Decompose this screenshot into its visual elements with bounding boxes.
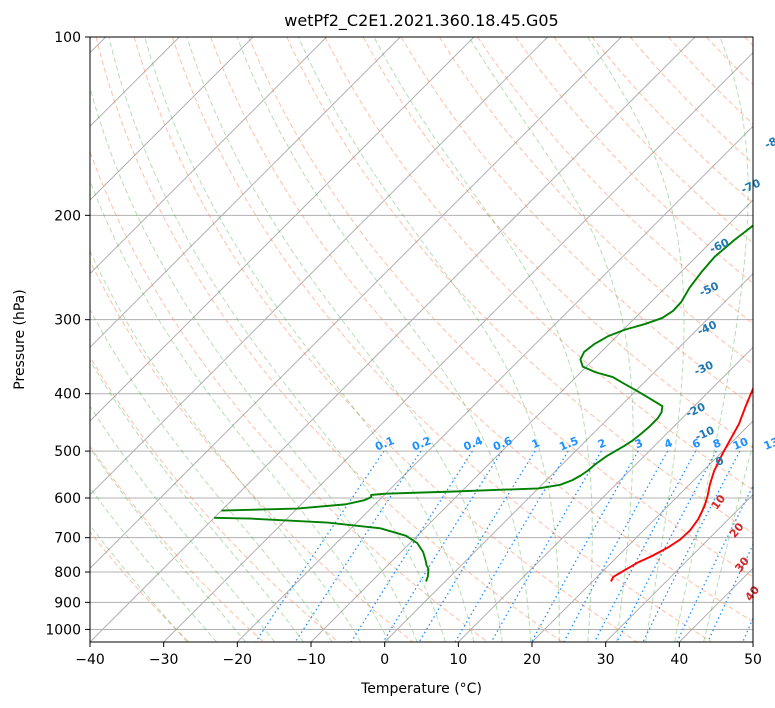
temperature-profile: [610, 386, 753, 582]
dry-adiabat: [324, 37, 753, 491]
mixing-ratio-line: [490, 450, 602, 642]
dry-adiabat: [95, 37, 563, 642]
dry-adiabat: [400, 37, 753, 407]
mixing-ratio-label: 3: [633, 436, 645, 451]
moist-adiabat: [703, 441, 753, 642]
moist-adiabat: [90, 179, 390, 642]
moist-adiabat: [236, 37, 532, 642]
mixing-ratio-label: 1: [530, 436, 542, 451]
y-tick-label: 500: [54, 444, 81, 460]
y-axis-title: Pressure (hPa): [12, 289, 28, 389]
x-axis-title: Temperature (°C): [360, 681, 482, 697]
dry-adiabat: [133, 37, 638, 642]
isobar-grid: [90, 37, 753, 630]
isotherm-line: [384, 272, 753, 642]
isotherm-line: [90, 37, 401, 349]
y-tick-label: 200: [54, 208, 81, 224]
moist-adiabat: [468, 37, 634, 642]
dry-adiabats: [90, 37, 753, 642]
dry-adiabat: [629, 37, 753, 165]
mixing-ratio-line: [454, 450, 569, 642]
isotherm-line: [90, 37, 696, 642]
x-tick-label: 0: [380, 652, 389, 668]
plot-area: [90, 37, 753, 642]
y-tick-label: 800: [54, 565, 81, 581]
mixing-ratio-label: 13: [762, 435, 775, 453]
dry-adiabat: [90, 150, 488, 642]
dry-adiabat: [171, 37, 712, 642]
dewpoint-profile: [214, 516, 430, 582]
mixing-ratio-line: [531, 450, 639, 642]
x-tick-label: 10: [449, 652, 467, 668]
dry-adiabat: [362, 37, 753, 449]
dry-adiabat: [248, 37, 753, 578]
moist-adiabat: [674, 37, 749, 642]
isotherm-line: [457, 346, 753, 642]
isotherm-grid: [90, 37, 753, 642]
isotherm-line: [90, 37, 475, 422]
x-tick-label: −10: [296, 652, 326, 668]
isotherm-line: [605, 493, 753, 642]
moist-adiabat: [587, 37, 685, 642]
dry-adiabat: [515, 37, 753, 284]
mixing-ratio-line: [418, 450, 536, 642]
y-tick-label: 1000: [45, 622, 81, 638]
y-tick-label: 400: [54, 387, 81, 403]
dewpoint-profile: [221, 224, 753, 512]
moist-adiabat: [90, 250, 361, 642]
isotherm-line: [90, 37, 549, 496]
x-tick-label: 30: [597, 652, 615, 668]
dry-adiabat: [90, 356, 339, 642]
series-layer: [214, 224, 753, 582]
isotherm-line: [90, 37, 254, 201]
y-axis-ticks: 100 200 300 400 500 600 700 800 900 1000: [45, 30, 90, 638]
moist-adiabat: [90, 308, 333, 642]
y-tick-label: 100: [54, 30, 81, 46]
dry-adiabat: [90, 445, 264, 642]
x-tick-label: 50: [744, 652, 762, 668]
isotherm-line: [236, 125, 753, 642]
dry-adiabat: [439, 37, 753, 366]
dry-adiabat: [553, 37, 753, 244]
x-tick-label: −40: [75, 652, 105, 668]
x-axis-ticks: −40 −30 −20 −10 0 10 20 30 40 50: [75, 642, 762, 668]
mixing-ratio-label: 2: [596, 436, 608, 451]
mixing-ratio-label: 8: [711, 436, 723, 451]
dry-adiabat: [90, 259, 414, 642]
isotherm-line: [90, 37, 328, 275]
moist-adiabat: [90, 447, 247, 642]
mixing-ratio-line: [382, 450, 503, 642]
isotherm-line: [163, 51, 753, 642]
isotherm-line: [531, 420, 753, 642]
y-tick-label: 600: [54, 491, 81, 507]
moist-adiabat: [90, 405, 276, 642]
x-tick-label: −20: [223, 652, 253, 668]
moist-adiabat: [108, 37, 447, 642]
mixing-ratio-lines: [255, 450, 753, 642]
mixing-ratio-line: [563, 450, 669, 642]
moist-adiabats: [90, 37, 753, 642]
mixing-ratio-label: 10: [731, 435, 750, 453]
moist-adiabat: [373, 37, 593, 642]
y-tick-label: 700: [54, 531, 81, 547]
mixing-ratio-line: [350, 450, 473, 642]
y-tick-label: 900: [54, 595, 81, 611]
chart-title: wetPf2_C2E1.2021.360.18.45.G05: [284, 11, 558, 31]
isotherm-line: [90, 37, 622, 570]
x-tick-label: −30: [149, 652, 179, 668]
dry-adiabat: [210, 37, 753, 623]
y-tick-label: 300: [54, 313, 81, 329]
mixing-ratio-line: [593, 450, 697, 642]
moist-adiabat: [186, 37, 503, 642]
plot-frame: [89, 36, 754, 643]
x-tick-label: 20: [523, 652, 541, 668]
dry-adiabat: [286, 37, 753, 534]
moist-adiabat: [144, 37, 475, 642]
mixing-ratio-line: [616, 450, 717, 642]
mixing-ratio-line: [707, 543, 753, 642]
x-tick-label: 40: [670, 652, 688, 668]
